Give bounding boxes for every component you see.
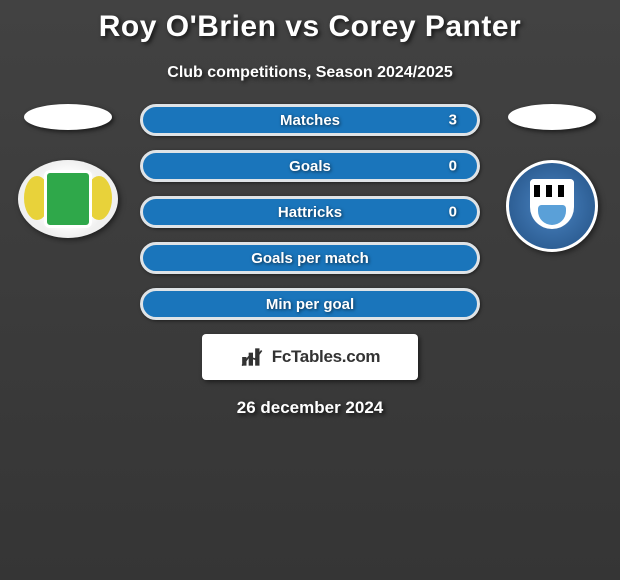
- stat-label: Goals per match: [251, 250, 369, 267]
- stat-bar-matches: Matches 3: [140, 104, 480, 136]
- player-left-club-badge: [18, 160, 118, 238]
- player-right-club-badge: [506, 160, 598, 252]
- site-watermark: FcTables.com: [202, 334, 418, 380]
- stat-bar-goals: Goals 0: [140, 150, 480, 182]
- player-left-column: [18, 104, 118, 238]
- stat-bar-min-per-goal: Min per goal: [140, 288, 480, 320]
- stat-value: 3: [449, 112, 457, 129]
- player-right-avatar-placeholder: [508, 104, 596, 130]
- stat-value: 0: [449, 204, 457, 221]
- stat-bar-goals-per-match: Goals per match: [140, 242, 480, 274]
- comparison-title: Roy O'Brien vs Corey Panter: [0, 0, 620, 44]
- comparison-date: 26 december 2024: [0, 398, 620, 418]
- comparison-body: Matches 3 Goals 0 Hattricks 0 Goals per …: [0, 104, 620, 320]
- watermark-text: FcTables.com: [272, 347, 381, 367]
- stat-label: Goals: [289, 158, 331, 175]
- player-left-avatar-placeholder: [24, 104, 112, 130]
- stat-label: Matches: [280, 112, 340, 129]
- chart-bars-icon: [240, 344, 266, 370]
- stat-label: Min per goal: [266, 296, 354, 313]
- stats-bars: Matches 3 Goals 0 Hattricks 0 Goals per …: [140, 104, 480, 320]
- player-right-column: [502, 104, 602, 252]
- stat-label: Hattricks: [278, 204, 342, 221]
- stat-bar-hattricks: Hattricks 0: [140, 196, 480, 228]
- stat-value: 0: [449, 158, 457, 175]
- comparison-subtitle: Club competitions, Season 2024/2025: [0, 64, 620, 82]
